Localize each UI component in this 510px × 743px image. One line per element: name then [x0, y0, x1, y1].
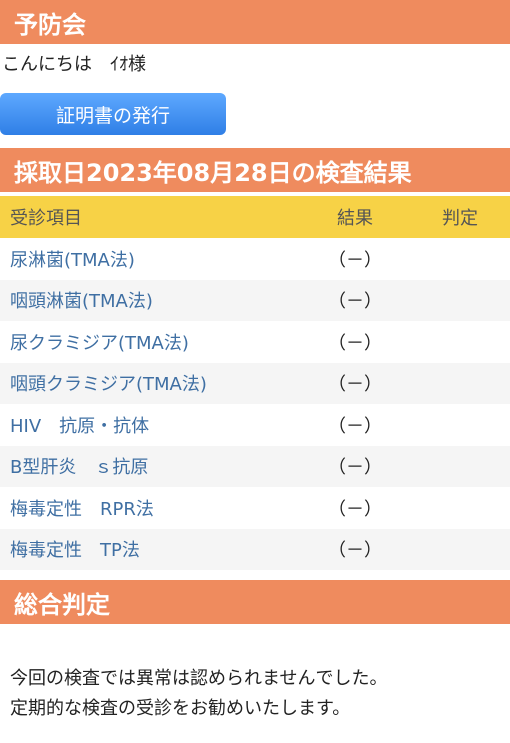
- test-result: （－）: [328, 457, 382, 479]
- results-section-header: 採取日2023年08月28日の検査結果: [0, 148, 510, 192]
- test-item-name: 尿淋菌(TMA法): [10, 249, 135, 271]
- summary-section-title: 総合判定: [14, 590, 110, 619]
- test-result: （－）: [328, 498, 382, 520]
- table-row: 尿クラミジア(TMA法) （－）: [0, 321, 510, 363]
- test-item-name: 咽頭クラミジア(TMA法): [10, 374, 207, 396]
- table-row: 梅毒定性 TP法 （－）: [0, 528, 510, 570]
- app-title: 予防会: [14, 10, 86, 39]
- certificate-issue-button[interactable]: 証明書の発行: [0, 93, 226, 135]
- test-result: （－）: [328, 374, 382, 396]
- test-item-name: 梅毒定性 RPR法: [10, 498, 154, 520]
- results-table-header: 受診項目 結果 判定: [0, 196, 510, 238]
- column-header-judgement: 判定: [442, 208, 478, 229]
- table-row: 咽頭淋菌(TMA法) （－）: [0, 279, 510, 321]
- test-item-name: 梅毒定性 TP法: [10, 540, 140, 562]
- summary-section-header: 総合判定: [0, 580, 510, 624]
- table-row: HIV 抗原・抗体 （－）: [0, 404, 510, 446]
- test-result: （－）: [328, 415, 382, 437]
- test-item-name: 咽頭淋菌(TMA法): [10, 291, 153, 313]
- results-table: 受診項目 結果 判定 尿淋菌(TMA法) （－） 咽頭淋菌(TMA法) （－） …: [0, 196, 510, 570]
- test-result: （－）: [328, 332, 382, 354]
- column-header-result: 結果: [337, 208, 373, 229]
- column-header-item: 受診項目: [10, 208, 82, 229]
- table-row: 咽頭クラミジア(TMA法) （－）: [0, 362, 510, 404]
- test-item-name: 尿クラミジア(TMA法): [10, 332, 189, 354]
- summary-message: 今回の検査では異常は認められませんでした。 定期的な検査の受診をお勧めいたします…: [10, 664, 500, 724]
- test-result: （－）: [328, 540, 382, 562]
- summary-line: 定期的な検査の受診をお勧めいたします。: [10, 698, 351, 719]
- test-item-name: B型肝炎 ｓ抗原: [10, 457, 149, 479]
- summary-line: 今回の検査では異常は認められませんでした。: [10, 668, 388, 689]
- test-result: （－）: [328, 291, 382, 313]
- test-result: （－）: [328, 249, 382, 271]
- results-section-title: 採取日2023年08月28日の検査結果: [14, 158, 412, 187]
- greeting-text: こんにちは ｲｵ様: [2, 54, 146, 75]
- table-row: 梅毒定性 RPR法 （－）: [0, 487, 510, 529]
- table-row: 尿淋菌(TMA法) （－）: [0, 238, 510, 280]
- app-header: 予防会: [0, 0, 510, 44]
- table-row: B型肝炎 ｓ抗原 （－）: [0, 445, 510, 487]
- test-item-name: HIV 抗原・抗体: [10, 415, 150, 437]
